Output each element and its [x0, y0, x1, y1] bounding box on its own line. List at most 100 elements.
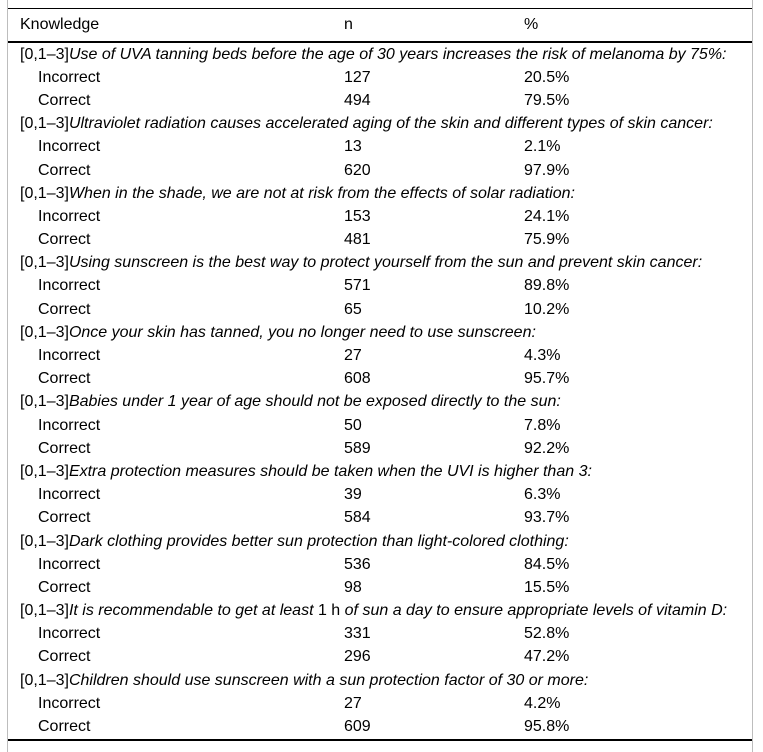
incorrect-percent-value: 20.5% [524, 68, 570, 86]
incorrect-row: Incorrect 27 4.3% [8, 344, 752, 367]
question-score-range-prefix: [0,1–3] [20, 532, 69, 550]
question-cell: [0,1–3]When in the shade, we are not at … [8, 182, 752, 205]
question-row: [0,1–3]Babies under 1 year of age should… [8, 391, 752, 414]
question-score-range-prefix: [0,1–3] [20, 115, 69, 133]
correct-label: Correct [38, 648, 91, 666]
question-score-range-prefix: [0,1–3] [20, 671, 69, 689]
question-text: Once your skin has tanned, you no longer… [68, 323, 536, 341]
correct-n-value: 584 [344, 509, 371, 527]
knowledge-table: Knowledge n % [0,1–3]Use of UVA tanning … [8, 8, 752, 741]
question-text: Dark clothing provides better sun protec… [68, 532, 569, 550]
correct-row: Correct 584 93.7% [8, 507, 752, 530]
correct-row: Correct 620 97.9% [8, 159, 752, 182]
column-header-n: n [344, 8, 524, 43]
question-text: It is recommendable to get at least [68, 602, 314, 620]
question-cell: [0,1–3]It is recommendable to get at lea… [8, 600, 752, 623]
incorrect-n-value: 331 [344, 625, 371, 643]
incorrect-percent-value: 4.3% [524, 347, 561, 365]
question-text: Ultraviolet radiation causes accelerated… [68, 115, 713, 133]
correct-n-value: 608 [344, 370, 371, 388]
incorrect-label: Incorrect [38, 486, 101, 504]
question-text: When in the shade, we are not at risk fr… [68, 184, 575, 202]
correct-percent-value: 47.2% [524, 648, 570, 666]
incorrect-percent-value: 24.1% [524, 207, 570, 225]
incorrect-percent-value: 7.8% [524, 416, 561, 434]
correct-percent-value: 95.8% [524, 718, 570, 736]
incorrect-row: Incorrect 27 4.2% [8, 692, 752, 715]
incorrect-row: Incorrect 50 7.8% [8, 414, 752, 437]
incorrect-label: Incorrect [38, 625, 101, 643]
incorrect-n-value: 50 [344, 416, 362, 434]
header-row: Knowledge n % [8, 8, 752, 43]
incorrect-percent-value: 84.5% [524, 555, 570, 573]
correct-n-value: 65 [344, 300, 362, 318]
correct-n-value: 620 [344, 161, 371, 179]
incorrect-percent-value: 4.2% [524, 694, 561, 712]
question-text: Children should use sunscreen with a sun… [68, 671, 589, 689]
incorrect-row: Incorrect 13 2.1% [8, 136, 752, 159]
incorrect-row: Incorrect 331 52.8% [8, 623, 752, 646]
correct-label: Correct [38, 370, 91, 388]
incorrect-n-value: 27 [344, 347, 362, 365]
correct-row: Correct 494 79.5% [8, 89, 752, 112]
incorrect-n-value: 536 [344, 555, 371, 573]
question-row: [0,1–3]It is recommendable to get at lea… [8, 600, 752, 623]
correct-percent-value: 92.2% [524, 439, 570, 457]
correct-label: Correct [38, 509, 91, 527]
question-row: [0,1–3]Ultraviolet radiation causes acce… [8, 113, 752, 136]
question-text: Extra protection measures should be take… [68, 462, 592, 480]
correct-row: Correct 65 10.2% [8, 298, 752, 321]
table-frame: Knowledge n % [0,1–3]Use of UVA tanning … [7, 0, 753, 752]
correct-n-value: 296 [344, 648, 371, 666]
question-cell: [0,1–3]Ultraviolet radiation causes acce… [8, 113, 752, 136]
correct-row: Correct 98 15.5% [8, 576, 752, 599]
correct-percent-value: 75.9% [524, 231, 570, 249]
question-cell: [0,1–3]Extra protection measures should … [8, 460, 752, 483]
incorrect-label: Incorrect [38, 347, 101, 365]
question-score-range-prefix: [0,1–3] [20, 254, 69, 272]
correct-row: Correct 296 47.2% [8, 646, 752, 669]
correct-row: Correct 609 95.8% [8, 715, 752, 739]
question-cell: [0,1–3]Use of UVA tanning beds before th… [8, 42, 752, 66]
question-score-range-prefix: [0,1–3] [20, 323, 69, 341]
question-cell: [0,1–3]Using sunscreen is the best way t… [8, 252, 752, 275]
question-text: of sun a day to ensure appropriate level… [344, 602, 728, 620]
correct-label: Correct [38, 300, 91, 318]
incorrect-n-value: 153 [344, 207, 371, 225]
question-row: [0,1–3]Dark clothing provides better sun… [8, 530, 752, 553]
incorrect-percent-value: 52.8% [524, 625, 570, 643]
question-row: [0,1–3]When in the shade, we are not at … [8, 182, 752, 205]
question-score-range-prefix: [0,1–3] [20, 45, 69, 63]
correct-row: Correct 481 75.9% [8, 229, 752, 252]
question-score-range-prefix: [0,1–3] [20, 184, 69, 202]
question-cell: [0,1–3]Dark clothing provides better sun… [8, 530, 752, 553]
correct-percent-value: 79.5% [524, 91, 570, 109]
correct-percent-value: 95.7% [524, 370, 570, 388]
correct-label: Correct [38, 578, 91, 596]
table-header: Knowledge n % [8, 8, 752, 43]
correct-n-value: 609 [344, 718, 371, 736]
incorrect-n-value: 127 [344, 68, 371, 86]
correct-n-value: 481 [344, 231, 371, 249]
incorrect-row: Incorrect 536 84.5% [8, 553, 752, 576]
incorrect-n-value: 13 [344, 138, 362, 156]
correct-n-value: 98 [344, 578, 362, 596]
incorrect-row: Incorrect 127 20.5% [8, 66, 752, 89]
question-text: Babies under 1 year of age should not be… [68, 393, 561, 411]
incorrect-row: Incorrect 39 6.3% [8, 484, 752, 507]
correct-percent-value: 93.7% [524, 509, 570, 527]
correct-label: Correct [38, 231, 91, 249]
correct-percent-value: 10.2% [524, 300, 570, 318]
question-row: [0,1–3]Once your skin has tanned, you no… [8, 321, 752, 344]
correct-row: Correct 589 92.2% [8, 437, 752, 460]
column-header-knowledge: Knowledge [8, 8, 344, 43]
incorrect-label: Incorrect [38, 68, 101, 86]
incorrect-row: Incorrect 153 24.1% [8, 205, 752, 228]
incorrect-n-value: 571 [344, 277, 371, 295]
incorrect-row: Incorrect 571 89.8% [8, 275, 752, 298]
question-text: Use of UVA tanning beds before the age o… [68, 45, 727, 63]
incorrect-label: Incorrect [38, 207, 101, 225]
table-body: [0,1–3]Use of UVA tanning beds before th… [8, 42, 752, 740]
correct-n-value: 589 [344, 439, 371, 457]
